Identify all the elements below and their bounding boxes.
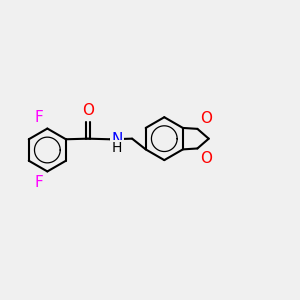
Text: F: F <box>34 110 43 125</box>
Text: O: O <box>200 151 212 166</box>
Text: N: N <box>111 132 123 147</box>
Text: O: O <box>200 111 212 126</box>
Text: F: F <box>34 175 43 190</box>
Text: H: H <box>111 141 122 155</box>
Text: O: O <box>82 103 94 118</box>
